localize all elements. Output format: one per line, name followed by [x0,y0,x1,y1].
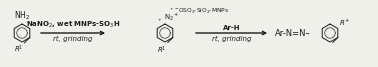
Text: R$^1$: R$^1$ [157,44,167,56]
Text: $^{+}$ $^{-}$OSO$_3$-SiO$_2$-MNPs: $^{+}$ $^{-}$OSO$_3$-SiO$_2$-MNPs [169,7,229,16]
Text: R$^+$: R$^+$ [339,17,350,27]
Text: rt, grinding: rt, grinding [212,36,251,42]
Text: NaNO$_2$, wet MNPs-SO$_3$H: NaNO$_2$, wet MNPs-SO$_3$H [26,20,120,30]
Text: Ar-N=N–: Ar-N=N– [275,28,311,38]
Text: NH$_2$: NH$_2$ [14,10,30,23]
Text: R$^1$: R$^1$ [14,43,24,55]
Text: Ar-H: Ar-H [223,25,240,30]
Text: rt, grinding: rt, grinding [53,36,93,42]
Text: N$_2$$^+$: N$_2$$^+$ [164,12,179,24]
Text: $^+$: $^+$ [157,18,163,23]
